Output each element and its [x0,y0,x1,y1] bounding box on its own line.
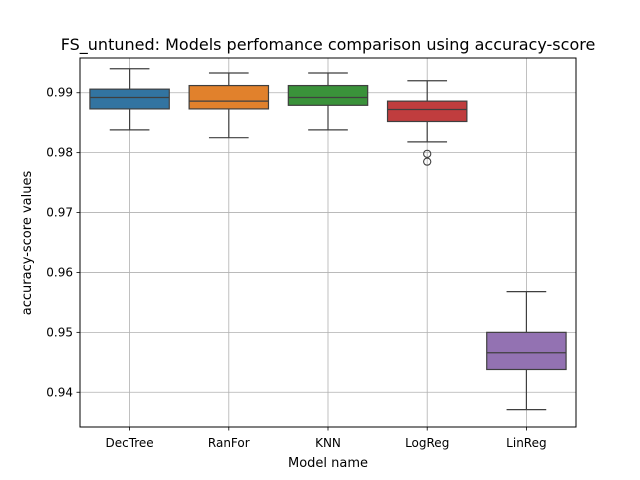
y-tick-label: 0.97 [46,206,73,220]
box-iqr [386,100,468,123]
y-tick-label: 0.99 [46,86,73,100]
boxes [89,68,567,411]
y-axis-label: accuracy-score values [20,171,35,316]
chart-title: FS_untuned: Models perfomance comparison… [61,35,596,55]
box-iqr [287,84,369,106]
x-tick-label: LinReg [506,436,546,450]
ticks: 0.94 0.95 0.96 0.97 0.98 0.99 DecTree RanFor KNN… [46,86,546,450]
x-tick-label: KNN [315,436,341,450]
y-tick-label: 0.96 [46,265,73,279]
box-knn [287,72,369,131]
x-tick-label: LogReg [405,436,449,450]
box-iqr [486,331,567,371]
box-logreg [386,80,468,166]
x-tick-label: DecTree [105,436,153,450]
y-tick-label: 0.95 [46,325,73,339]
box-linreg [486,291,567,411]
box-iqr [89,88,170,110]
x-tick-label: RanFor [208,436,250,450]
box-iqr [188,84,270,110]
y-tick-label: 0.98 [46,146,73,160]
box-dectree [89,68,170,131]
box-ranfor [188,72,270,139]
y-tick-label: 0.94 [46,385,73,399]
outlier-point [423,149,432,158]
outlier-point [423,157,432,166]
x-axis-label: Model name [288,456,368,471]
